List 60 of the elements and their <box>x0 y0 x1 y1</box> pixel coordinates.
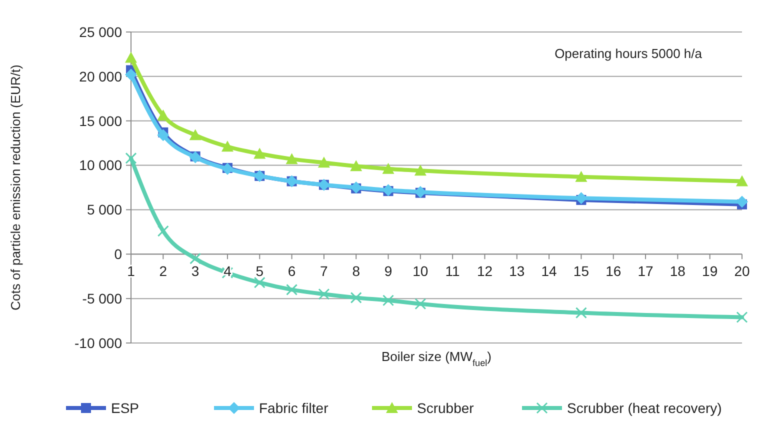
point <box>254 276 266 288</box>
point <box>157 225 169 237</box>
point <box>575 307 587 319</box>
point <box>414 298 426 310</box>
y-tick-label: -5 000 <box>82 290 122 306</box>
y-tick-label: 10 000 <box>79 157 122 174</box>
legend-label: Fabric filter <box>259 400 329 416</box>
x-tick-label: 19 <box>702 263 718 280</box>
x-tick-label: 11 <box>445 263 460 280</box>
x-tick-label: 14 <box>541 263 558 280</box>
x-tick-label: 13 <box>509 263 525 280</box>
point <box>382 294 394 306</box>
point <box>286 153 298 164</box>
x-tick-label: 15 <box>573 263 590 280</box>
y-tick-label: 20 000 <box>79 68 122 84</box>
point <box>318 288 330 300</box>
point <box>736 175 748 186</box>
x-tick-label: 10 <box>412 263 428 280</box>
x-tick-label: 16 <box>606 263 622 280</box>
point <box>157 110 170 121</box>
point <box>575 170 588 182</box>
point <box>350 160 362 172</box>
y-axis-title: Cots of particle emission reduction (EUR/t) <box>8 64 23 310</box>
point <box>125 52 137 63</box>
x-tick-label: 2 <box>159 263 168 280</box>
point <box>736 311 748 323</box>
y-tick-label: 5 000 <box>86 202 122 218</box>
x-tick-label: 3 <box>191 263 200 280</box>
y-tick-label: 0 <box>114 246 122 262</box>
point <box>189 129 202 140</box>
point <box>414 164 426 176</box>
legend-label: Scrubber (heat recovery) <box>567 400 722 416</box>
x-tick-label: 12 <box>476 263 493 280</box>
point <box>736 196 748 208</box>
x-tick-label: 20 <box>734 263 750 280</box>
point <box>157 129 170 142</box>
x-tick-label: 8 <box>352 263 360 280</box>
y-tick-label: 15 000 <box>79 112 122 129</box>
point <box>125 152 137 164</box>
x-tick-label: 18 <box>670 263 686 280</box>
x-axis-title: Boiler size (MW$_{fuel}$) <box>381 349 492 368</box>
point <box>286 284 298 296</box>
point <box>254 148 266 159</box>
x-tick-label: 7 <box>320 263 328 280</box>
point <box>190 252 202 264</box>
x-tick-label: 1 <box>127 263 136 280</box>
point <box>221 140 234 152</box>
point <box>125 68 137 81</box>
y-tick-label: 25 000 <box>79 24 122 40</box>
legend-label: ESP <box>111 400 140 416</box>
point <box>382 162 394 174</box>
point <box>318 156 330 168</box>
x-tick-label: 5 <box>256 263 264 280</box>
x-tick-label: 17 <box>638 263 654 280</box>
x-tick-label: 9 <box>384 263 392 280</box>
point <box>350 292 362 304</box>
x-tick-label: 6 <box>288 263 296 280</box>
legend-label: Scrubber <box>417 400 474 416</box>
annotation: Operating hours 5000 h/a <box>554 46 703 61</box>
y-tick-label: -10 000 <box>74 334 122 351</box>
